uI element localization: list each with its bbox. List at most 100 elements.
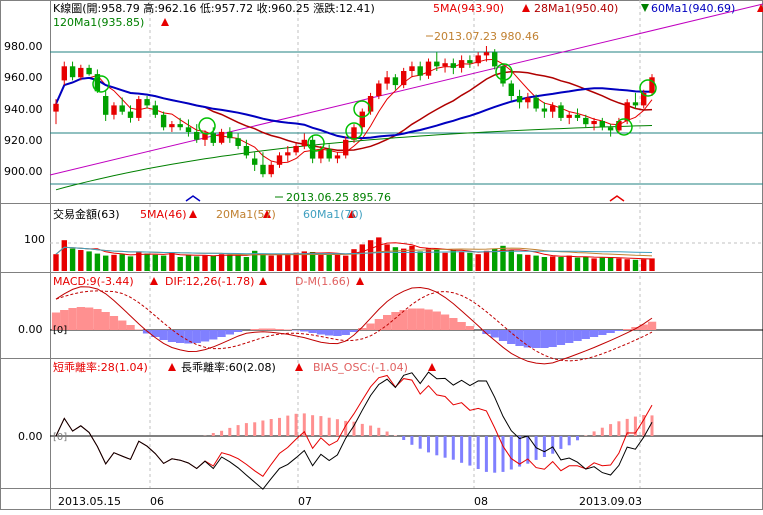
macd-histogram-bar [416, 309, 424, 331]
candle-body [343, 140, 348, 156]
bias-osc-bar [328, 418, 331, 436]
volume-bar [409, 246, 414, 271]
volume-bar [293, 253, 298, 271]
up-arrow-icon [161, 18, 169, 26]
candle-body [302, 140, 307, 146]
bias-osc-bar [402, 436, 405, 440]
macd-histogram-bar [458, 322, 466, 330]
up-arrow-icon [168, 363, 176, 371]
candle-body [442, 63, 447, 66]
bias-osc-bar [220, 431, 223, 436]
candle-body [260, 165, 265, 174]
candle-body [591, 121, 596, 124]
down-arrow-icon [641, 4, 649, 12]
candle-body [525, 98, 530, 103]
volume-bar [360, 244, 365, 271]
volume-bar [625, 259, 630, 271]
bias-osc-bar [245, 423, 248, 436]
volume-bar [202, 256, 207, 271]
candle-body [426, 62, 431, 76]
volume-bar [509, 250, 514, 271]
macd-histogram-bar [217, 330, 225, 337]
bias-osc-bar [559, 436, 562, 449]
macd-histogram-bar [93, 309, 101, 330]
bias-osc-bar [444, 436, 447, 458]
volume-bars [53, 237, 654, 271]
volume-y-tick: 100 [24, 233, 45, 246]
volume-bar [649, 258, 654, 271]
volume-bar [219, 254, 224, 271]
signal-circle [199, 118, 215, 134]
candle-body [144, 99, 149, 105]
candle-body [70, 66, 75, 77]
volume-bar [285, 255, 290, 271]
candle-body [484, 52, 489, 55]
volume-bar [277, 254, 282, 271]
candle-body [244, 146, 249, 155]
candle-body [327, 149, 332, 158]
macd-zero-tag: [0] [53, 325, 67, 336]
macd-histogram-bar [590, 330, 598, 337]
candle-body [211, 134, 216, 143]
macd-histogram-bar [424, 310, 432, 331]
candle-body [409, 66, 414, 71]
volume-bar [550, 256, 555, 271]
bias-osc-bar [576, 436, 579, 440]
volume-bar [368, 240, 373, 271]
bias-osc-bar [485, 436, 488, 472]
up-arrow-icon [428, 363, 436, 371]
bias-osc-bar [502, 436, 505, 472]
candle-body [600, 121, 605, 127]
bias-osc-bar [286, 416, 289, 436]
macd-histogram-bar [565, 330, 573, 343]
volume-bar [600, 258, 605, 271]
candle-body [293, 146, 298, 152]
volume-bar [376, 237, 381, 271]
volume-bar [95, 254, 100, 271]
ma120-legend: 120Ma1(935.85) [53, 16, 144, 29]
y-tick-label: 960.00 [4, 71, 43, 84]
volume-bar [120, 254, 125, 271]
candle-body [161, 115, 166, 128]
candle-body [533, 98, 538, 109]
bias-osc-bar [477, 436, 480, 469]
candle-body [120, 105, 125, 111]
macd-histogram-bar [118, 321, 126, 331]
macd-histogram-bar [77, 307, 85, 330]
volume-bar [62, 240, 67, 271]
y-tick-label: 920.00 [4, 134, 43, 147]
macd-histogram-bar [540, 330, 548, 348]
candle-body [393, 77, 398, 85]
macd-histogram-bar [499, 330, 507, 341]
volume-bar [567, 256, 572, 271]
bias-osc-bar [493, 436, 496, 473]
high-annotation: 2013.07.23 980.46 [434, 30, 539, 43]
candle-body [178, 124, 183, 127]
signal-marker [610, 196, 624, 201]
macd-histogram-bar [110, 316, 118, 330]
bias-osc-bar [212, 433, 215, 436]
candle-body [384, 77, 389, 83]
candle-body [542, 109, 547, 112]
candle-body [583, 118, 588, 124]
volume-bar [575, 258, 580, 271]
volume-bar [153, 255, 158, 271]
candle-body [517, 96, 522, 102]
volume-bar [641, 259, 646, 271]
candle-body [608, 127, 613, 130]
candle-body [467, 60, 472, 63]
candle-body [625, 102, 630, 121]
volume-bar [476, 254, 481, 271]
macd-dm-legend: D-M(1.66) [295, 275, 350, 288]
volume-ma60-legend: 60Ma1(70) [303, 208, 363, 221]
macd-histogram-bar [623, 329, 631, 330]
volume-bar [633, 260, 638, 271]
bias-osc-bar [601, 428, 604, 436]
bias-osc-bar [295, 414, 298, 436]
volume-bar [178, 257, 183, 271]
volume-bar [616, 258, 621, 271]
macd-histogram [52, 287, 656, 364]
x-tick-label: 08 [474, 495, 488, 508]
